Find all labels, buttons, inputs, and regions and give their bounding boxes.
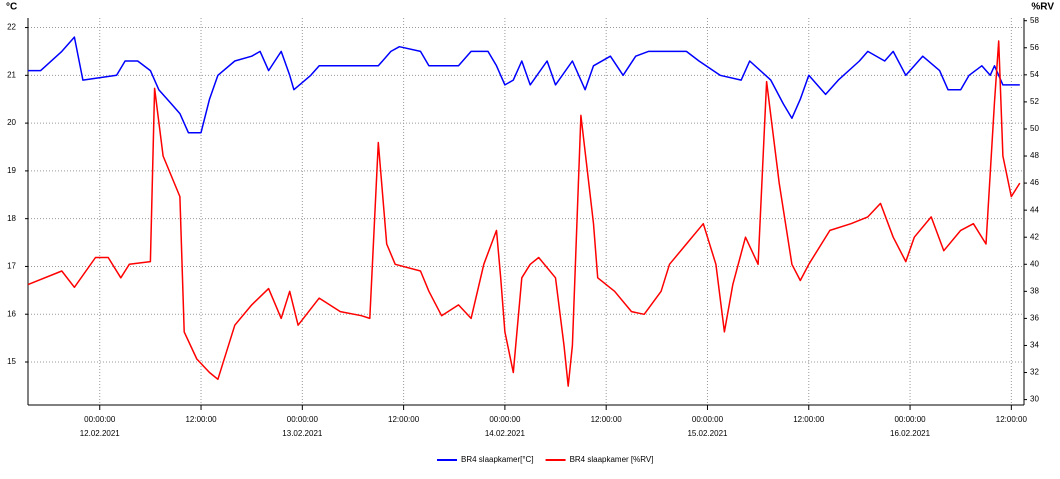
y2-tick-label: 50 <box>1030 124 1039 133</box>
y2-tick-label: 44 <box>1030 205 1039 214</box>
y2-tick-label: 56 <box>1030 43 1039 52</box>
x-tick-label: 12:00:00 <box>793 415 825 424</box>
x-tick-date: 16.02.2021 <box>890 429 931 438</box>
legend-label: BR4 slaapkamer[°C] <box>461 455 534 464</box>
x-tick-date: 12.02.2021 <box>80 429 121 438</box>
y2-tick-label: 36 <box>1030 314 1039 323</box>
y2-tick-label: 30 <box>1030 395 1039 404</box>
series-line <box>27 40 1021 387</box>
y2-tick-label: 54 <box>1030 70 1039 79</box>
y2-axis-label: %RV <box>1031 2 1054 13</box>
y2-tick-label: 48 <box>1030 151 1039 160</box>
x-tick-label: 12:00:00 <box>996 415 1028 424</box>
y-tick-label: 16 <box>7 309 16 318</box>
y-tick-label: 19 <box>7 166 16 175</box>
y-tick-label: 22 <box>7 23 16 32</box>
x-tick-label: 00:00:00 <box>489 415 521 424</box>
legend-label: BR4 slaapkamer [%RV] <box>570 455 654 464</box>
x-tick-label: 00:00:00 <box>692 415 724 424</box>
y-tick-label: 15 <box>7 357 16 366</box>
x-tick-label: 00:00:00 <box>287 415 319 424</box>
y-tick-label: 18 <box>7 214 16 223</box>
y2-tick-label: 38 <box>1030 286 1039 295</box>
y-tick-label: 20 <box>7 118 16 127</box>
y2-tick-label: 46 <box>1030 178 1039 187</box>
y2-tick-label: 32 <box>1030 368 1039 377</box>
x-tick-label: 12:00:00 <box>591 415 623 424</box>
y-tick-label: 21 <box>7 70 16 79</box>
y-tick-label: 17 <box>7 262 16 271</box>
x-tick-date: 14.02.2021 <box>485 429 526 438</box>
x-tick-date: 13.02.2021 <box>282 429 323 438</box>
x-tick-label: 12:00:00 <box>388 415 420 424</box>
x-tick-date: 15.02.2021 <box>687 429 728 438</box>
x-tick-label: 12:00:00 <box>185 415 217 424</box>
y2-tick-label: 40 <box>1030 259 1039 268</box>
y-axis-label: °C <box>6 2 17 13</box>
x-tick-label: 00:00:00 <box>894 415 926 424</box>
y2-tick-label: 52 <box>1030 97 1039 106</box>
y2-tick-label: 58 <box>1030 16 1039 25</box>
y2-tick-label: 42 <box>1030 232 1039 241</box>
x-tick-label: 00:00:00 <box>84 415 116 424</box>
series-line <box>28 36 1020 134</box>
y2-tick-label: 34 <box>1030 341 1039 350</box>
